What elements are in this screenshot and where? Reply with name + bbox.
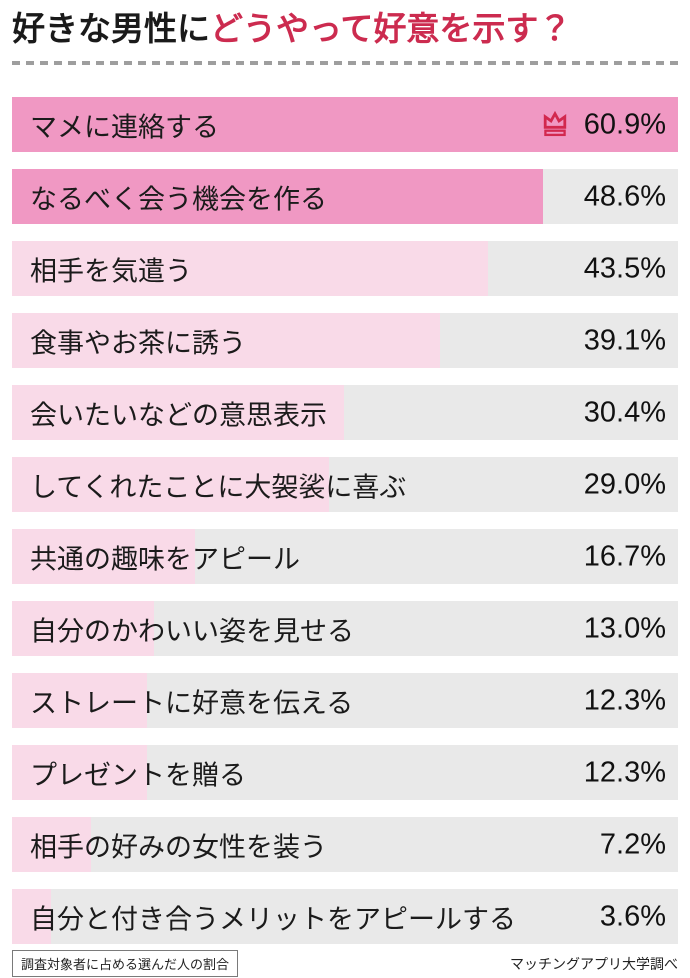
bar-fill <box>12 673 147 728</box>
title-plain-text: 好きな男性に <box>12 10 210 47</box>
bar-value-text: 48.6% <box>583 180 666 212</box>
bar-label: 相手を気遣う <box>30 256 192 286</box>
bar-fill <box>12 169 544 224</box>
bar-fill <box>12 601 155 656</box>
bar-value-text: 7.2% <box>599 828 666 860</box>
bar-value: 39.1% <box>584 324 666 357</box>
bar-label: 自分と付き合うメリットをアピールする <box>30 904 516 934</box>
bar-row: ストレートに好意を伝える 12.3% <box>12 673 678 728</box>
bar-value-text: 3.6% <box>599 900 666 932</box>
bar-value-text: 12.3% <box>583 756 666 788</box>
bar-value-text: 30.4% <box>583 396 666 428</box>
bar-row: してくれたことに大袈裟に喜ぶ 29.0% <box>12 457 678 512</box>
bar-label: 相手の好みの女性を装う <box>30 832 327 862</box>
bar-value-text: 39.1% <box>583 324 666 356</box>
bar-fill <box>12 817 91 872</box>
dashed-divider <box>12 61 678 65</box>
bar-label: プレゼントを贈る <box>30 760 246 790</box>
bar-value: 30.4% <box>584 396 666 429</box>
bar-chart: マメに連絡する 60.9% なるべく会う機会を作る 48.6% 相手を気遣う <box>12 97 678 944</box>
bar-value: 7.2% <box>600 828 666 861</box>
bar-label: 共通の趣味をアピール <box>30 544 300 574</box>
bar-value: 16.7% <box>584 540 666 573</box>
bar-value: 3.6% <box>600 900 666 933</box>
bar-label: してくれたことに大袈裟に喜ぶ <box>30 472 407 502</box>
bar-label: なるべく会う機会を作る <box>30 184 327 214</box>
bar-fill <box>12 385 345 440</box>
bar-value-text: 43.5% <box>583 252 666 284</box>
bar-row: なるべく会う機会を作る 48.6% <box>12 169 678 224</box>
bar-value: 48.6% <box>584 180 666 213</box>
bar-value-text: 16.7% <box>583 540 666 572</box>
bar-fill <box>12 745 147 800</box>
bar-row: 食事やお茶に誘う 39.1% <box>12 313 678 368</box>
bar-fill <box>12 889 52 944</box>
bar-row: 相手の好みの女性を装う 7.2% <box>12 817 678 872</box>
bar-fill <box>12 241 488 296</box>
survey-source-text: マッチングアプリ大学調べ <box>510 955 678 972</box>
title-accent-text: どうやって好意を示す？ <box>210 10 572 47</box>
bar-label: 食事やお茶に誘う <box>30 328 246 358</box>
bar-value: 29.0% <box>584 468 666 501</box>
bar-value: 12.3% <box>584 756 666 789</box>
bar-value: 13.0% <box>584 612 666 645</box>
bar-row: 自分と付き合うメリットをアピールする 3.6% <box>12 889 678 944</box>
bar-label: マメに連絡する <box>30 112 219 142</box>
bar-fill <box>12 97 678 152</box>
bar-value-text: 13.0% <box>583 612 666 644</box>
bar-value-text: 29.0% <box>583 468 666 500</box>
bar-fill <box>12 313 440 368</box>
bar-value: 12.3% <box>584 684 666 717</box>
bar-row: 会いたいなどの意思表示 30.4% <box>12 385 678 440</box>
bar-row: マメに連絡する 60.9% <box>12 97 678 152</box>
bar-row: プレゼントを贈る 12.3% <box>12 745 678 800</box>
bar-label: 会いたいなどの意思表示 <box>30 400 327 430</box>
bar-row: 相手を気遣う 43.5% <box>12 241 678 296</box>
bar-label: 自分のかわいい姿を見せる <box>30 616 354 646</box>
bar-value-text: 12.3% <box>583 684 666 716</box>
bar-value: 43.5% <box>584 252 666 285</box>
bar-fill <box>12 457 330 512</box>
bar-row: 自分のかわいい姿を見せる 13.0% <box>12 601 678 656</box>
bar-fill <box>12 529 195 584</box>
bar-value-text: 60.9% <box>583 108 666 140</box>
survey-note-badge: 調査対象者に占める選んだ人の割合 <box>12 950 239 977</box>
bar-value: 60.9% <box>541 108 666 141</box>
bar-row: 共通の趣味をアピール 16.7% <box>12 529 678 584</box>
crown-icon <box>543 110 566 137</box>
chart-footer: 調査対象者に占める選んだ人の割合 マッチングアプリ大学調べ <box>12 950 678 977</box>
bar-label: ストレートに好意を伝える <box>30 688 354 718</box>
page-title: 好きな男性にどうやって好意を示す？ <box>12 10 678 48</box>
